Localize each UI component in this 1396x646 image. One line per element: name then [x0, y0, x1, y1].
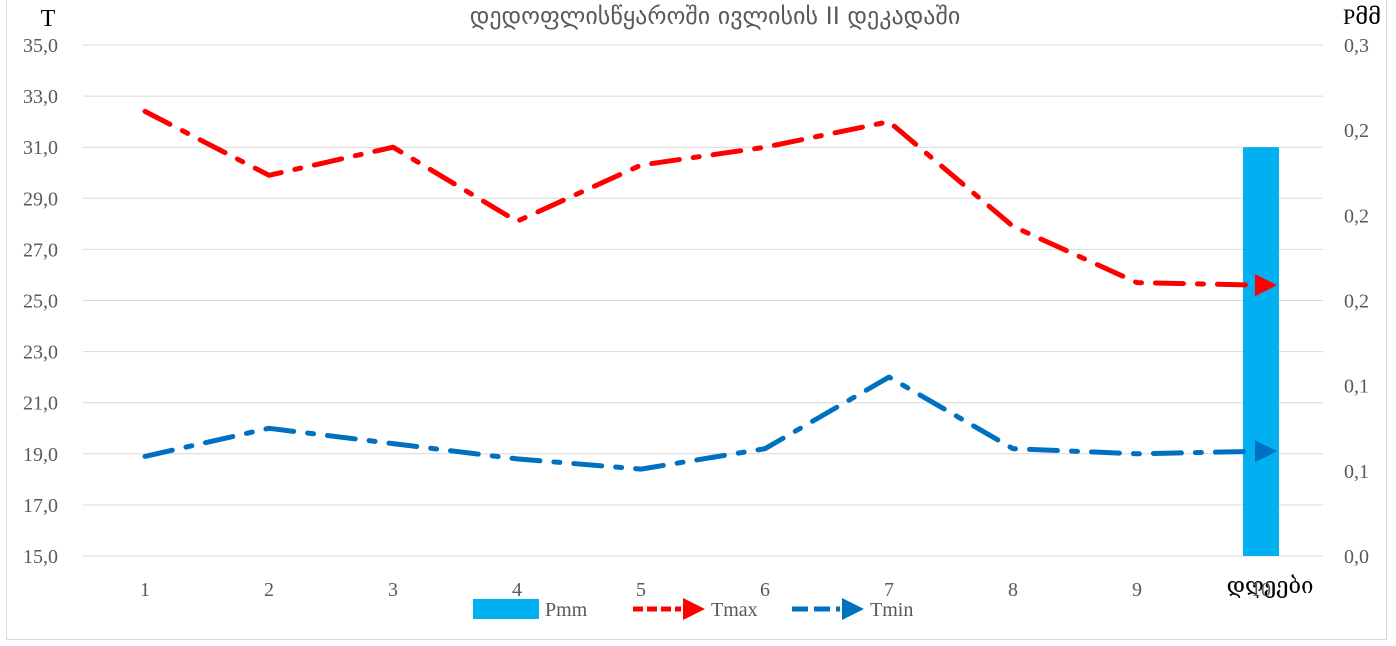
- legend-label-pmm: Pmm: [545, 599, 588, 621]
- series-line-tmin: [142, 374, 1264, 472]
- legend-arrow-tmin: [842, 598, 864, 620]
- legend-arrow-tmax: [683, 598, 705, 620]
- y-left-tick-label: 31,0: [23, 137, 58, 159]
- y-left-tick-label: 29,0: [23, 188, 58, 210]
- y-right-axis-label: Pმმ: [1343, 4, 1381, 29]
- x-tick-label: 6: [760, 579, 770, 601]
- arrow-end-tmin: [1255, 440, 1277, 463]
- y-right-tick-label: 0,3: [1344, 35, 1369, 57]
- x-tick-label: 10: [1251, 579, 1271, 601]
- chart-title: დედოფლისწყაროში ივლისის II დეკადაში: [470, 2, 961, 30]
- y-left-tick-label: 21,0: [23, 393, 58, 415]
- y-left-tick-label: 33,0: [23, 86, 58, 108]
- y-left-tick-label: 17,0: [23, 495, 58, 517]
- y-right-tick-label: 0,2: [1344, 205, 1369, 227]
- arrow-end-tmax: [1255, 274, 1277, 297]
- x-tick-label: 8: [1008, 579, 1018, 601]
- x-tick-label: 7: [884, 579, 894, 601]
- legend-swatch-pmm: [473, 599, 539, 619]
- y-right-tick-label: 0,2: [1344, 120, 1369, 142]
- legend: Pmm Tmax Tmin: [473, 598, 913, 621]
- x-axis-label: დღეები: [1227, 573, 1314, 598]
- chart-frame: [6, 0, 1387, 640]
- series-line-tmax: [142, 108, 1264, 288]
- x-tick-label: 1: [140, 579, 150, 601]
- y-right-tick-label: 0,0: [1344, 546, 1369, 568]
- x-tick-label: 5: [636, 579, 646, 601]
- y-left-tick-label: 35,0: [23, 35, 58, 57]
- y-left-tick-label: 23,0: [23, 342, 58, 364]
- x-tick-label: 3: [388, 579, 398, 601]
- y-right-tick-label: 0,2: [1344, 291, 1369, 313]
- legend-label-tmax: Tmax: [711, 599, 758, 621]
- bar-pmm: [1243, 147, 1279, 556]
- y-left-axis-label: T: [41, 6, 56, 32]
- y-left-tick-label: 27,0: [23, 239, 58, 261]
- legend-label-tmin: Tmin: [870, 599, 913, 621]
- y-right-tick-label: 0,1: [1344, 376, 1369, 398]
- y-right-tick-label: 0,1: [1344, 461, 1369, 483]
- y-left-tick-label: 19,0: [23, 444, 58, 466]
- y-left-tick-label: 25,0: [23, 291, 58, 313]
- x-tick-label: 2: [264, 579, 274, 601]
- y-left-tick-label: 15,0: [23, 546, 58, 568]
- x-tick-label: 9: [1132, 579, 1142, 601]
- x-tick-label: 4: [512, 579, 522, 601]
